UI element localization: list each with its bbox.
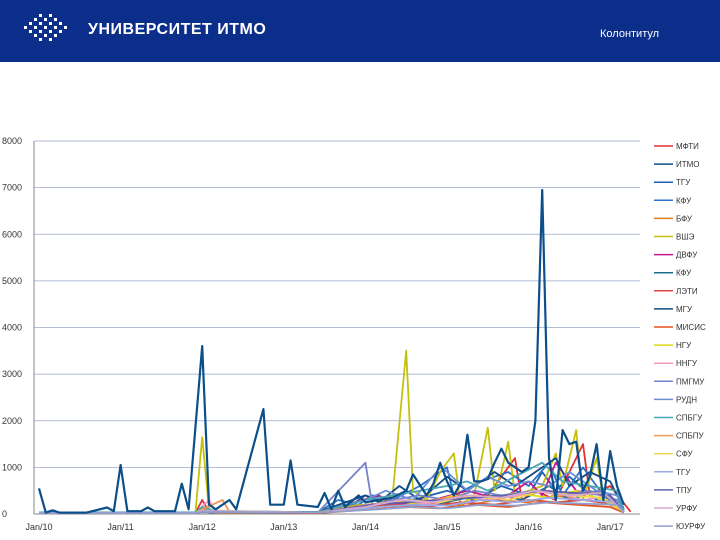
x-tick-labels: Jan/10 Jan/11 Jan/12 Jan/13 Jan/14 Jan/15 Jan/… [25, 522, 623, 532]
legend-label: ТГУ [676, 468, 691, 477]
y-tick-label: 7000 [2, 183, 22, 193]
header-label: Колонтитул [600, 28, 660, 40]
y-tick-label: 8000 [2, 136, 22, 146]
series-lines [37, 188, 632, 514]
x-tick-label: Jan/13 [270, 522, 297, 532]
legend: МФТИ ИТМО ТГУ КФУ БФУ ВШЭ ДВФУ КФУ ЛЭТИ МГУ МИСИС Н… [654, 142, 706, 531]
series-line-20 [39, 489, 625, 514]
y-tick-label: 0 [2, 509, 7, 519]
legend-label: СФУ [676, 450, 694, 459]
legend-label: РУДН [676, 395, 697, 404]
legend-label: МИСИС [676, 323, 706, 332]
legend-label: КФУ [676, 196, 692, 205]
x-tick-label: Jan/12 [189, 522, 216, 532]
series-line-15 [39, 461, 625, 514]
legend-label: ЮУРФУ [676, 522, 706, 531]
legend-label: СПБПУ [676, 432, 705, 441]
legend-label: УРФУ [676, 504, 698, 513]
legend-label: ЛЭТИ [676, 287, 698, 296]
x-tick-label: Jan/16 [515, 522, 542, 532]
y-tick-label: 2000 [2, 416, 22, 426]
legend-label: ТПУ [676, 486, 693, 495]
legend-label: ИТМО [676, 160, 700, 169]
legend-label: ТГУ [676, 178, 691, 187]
legend-label: ННГУ [676, 359, 698, 368]
x-tick-label: Jan/10 [25, 522, 52, 532]
x-tick-label: Jan/17 [597, 522, 624, 532]
legend-label: МФТИ [676, 142, 699, 151]
y-tick-label: 5000 [2, 276, 22, 286]
legend-label: МГУ [676, 305, 693, 314]
legend-label: ВШЭ [676, 233, 695, 242]
header-band: УНИВЕРСИТЕТ ИТМО Колонтитул [0, 0, 720, 62]
legend-label: КФУ [676, 269, 692, 278]
y-tick-label: 4000 [2, 323, 22, 333]
legend-label: СПБГУ [676, 414, 703, 423]
legend-label: ДВФУ [676, 251, 698, 260]
grid-lines [34, 140, 640, 468]
y-tick-labels: 0 1000 2000 3000 4000 5000 6000 7000 8000 [2, 136, 22, 519]
y-tick-label: 6000 [2, 229, 22, 239]
series-line-21 [39, 501, 625, 514]
legend-label: ПМГМУ [676, 377, 705, 386]
y-tick-label: 3000 [2, 369, 22, 379]
y-tick-label: 1000 [2, 462, 22, 472]
x-tick-label: Jan/11 [107, 522, 133, 532]
university-name: УНИВЕРСИТЕТ ИТМО [88, 21, 267, 38]
legend-label: БФУ [676, 214, 693, 223]
x-tick-label: Jan/15 [433, 522, 460, 532]
itmo-logo-icon [24, 14, 67, 41]
series-line-1 [37, 188, 625, 514]
x-tick-label: Jan/14 [352, 522, 379, 532]
legend-label: НГУ [676, 341, 692, 350]
